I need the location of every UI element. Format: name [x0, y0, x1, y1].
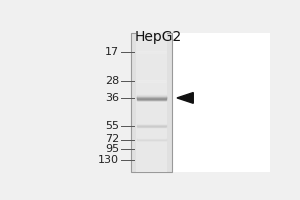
Bar [137, 139, 166, 140]
Bar [137, 99, 166, 100]
Bar [137, 97, 166, 98]
Bar [137, 80, 166, 81]
Bar [137, 100, 166, 101]
Bar [137, 51, 166, 52]
Text: 55: 55 [105, 121, 119, 131]
Bar [137, 99, 166, 100]
Bar [136, 33, 167, 172]
Bar [137, 78, 166, 79]
Bar [137, 52, 166, 53]
Bar [137, 101, 166, 102]
Text: 28: 28 [105, 76, 119, 86]
Bar [137, 126, 166, 127]
Bar [137, 94, 166, 95]
Text: HepG2: HepG2 [135, 30, 182, 44]
Bar [137, 50, 166, 51]
Bar [137, 95, 166, 96]
Bar [137, 101, 166, 102]
Bar [137, 136, 166, 137]
Bar [137, 81, 166, 82]
Bar [137, 96, 166, 97]
Text: 72: 72 [105, 134, 119, 144]
Bar [137, 126, 166, 127]
Bar [137, 124, 166, 125]
Bar [137, 49, 166, 50]
Bar [137, 142, 166, 143]
Bar [137, 137, 166, 138]
Bar [137, 80, 166, 81]
Bar [137, 127, 166, 128]
Bar [137, 125, 166, 126]
Text: 17: 17 [105, 47, 119, 57]
Text: 95: 95 [105, 144, 119, 154]
Bar [137, 102, 166, 103]
Bar [137, 127, 166, 128]
Bar [172, 33, 270, 172]
Bar [137, 95, 166, 96]
Polygon shape [177, 93, 193, 103]
Bar [137, 128, 166, 129]
Bar [137, 53, 166, 54]
Bar [137, 139, 166, 140]
Bar [137, 141, 166, 142]
Bar [137, 122, 166, 123]
Bar [137, 123, 166, 124]
Bar [137, 93, 166, 94]
Bar [137, 83, 166, 84]
Bar [130, 33, 172, 172]
Bar [137, 98, 166, 99]
Bar [137, 138, 166, 139]
Bar [137, 82, 166, 83]
Bar [137, 79, 166, 80]
Bar [137, 51, 166, 52]
Bar [137, 54, 166, 55]
Text: 36: 36 [105, 93, 119, 103]
Bar [137, 123, 166, 124]
Text: 130: 130 [98, 155, 119, 165]
Bar [137, 140, 166, 141]
Bar [137, 97, 166, 98]
Bar [137, 93, 166, 94]
